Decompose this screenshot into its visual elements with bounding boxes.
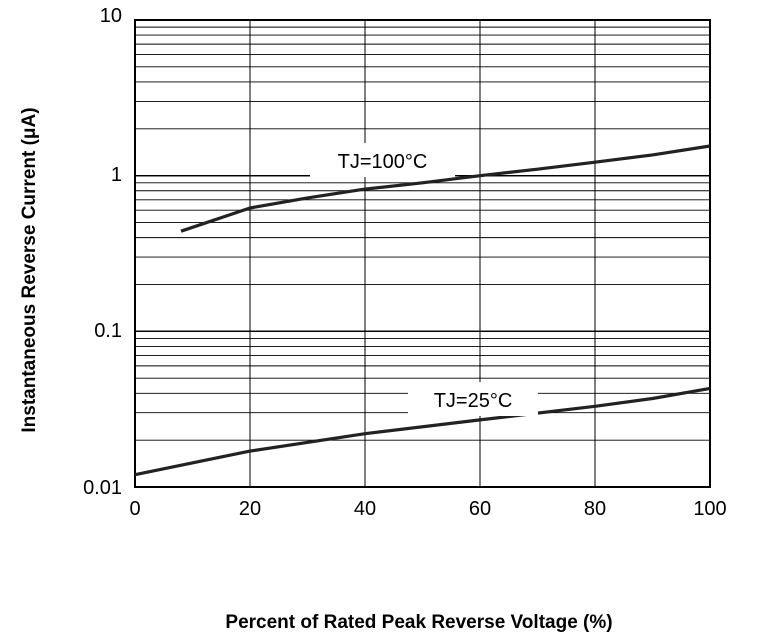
series-label-tj-100c: TJ=100°C (338, 151, 428, 173)
series-label-bg (310, 143, 455, 177)
y-tick-label: 0.01 (83, 477, 122, 499)
y-tick-label: 10 (100, 5, 122, 27)
series-label-tj-25c: TJ=25°C (434, 390, 513, 412)
plot-frame (134, 19, 711, 488)
x-tick-label: 20 (239, 498, 261, 520)
y-axis-label: Instantaneous Reverse Current (μA) (19, 107, 40, 433)
x-tick-label: 40 (354, 498, 376, 520)
y-tick-label: 1 (111, 164, 122, 186)
x-tick-label: 60 (469, 498, 491, 520)
y-tick-label: 0.1 (94, 320, 122, 342)
x-tick-label: 0 (129, 498, 140, 520)
x-tick-label: 80 (584, 498, 606, 520)
series-line-tj-25c (134, 386, 711, 477)
series-label-bg (408, 382, 538, 416)
x-axis-label: Percent of Rated Peak Reverse Voltage (%… (225, 612, 613, 633)
series-line-tj-100c (180, 144, 711, 233)
x-tick-label: 100 (693, 498, 726, 520)
